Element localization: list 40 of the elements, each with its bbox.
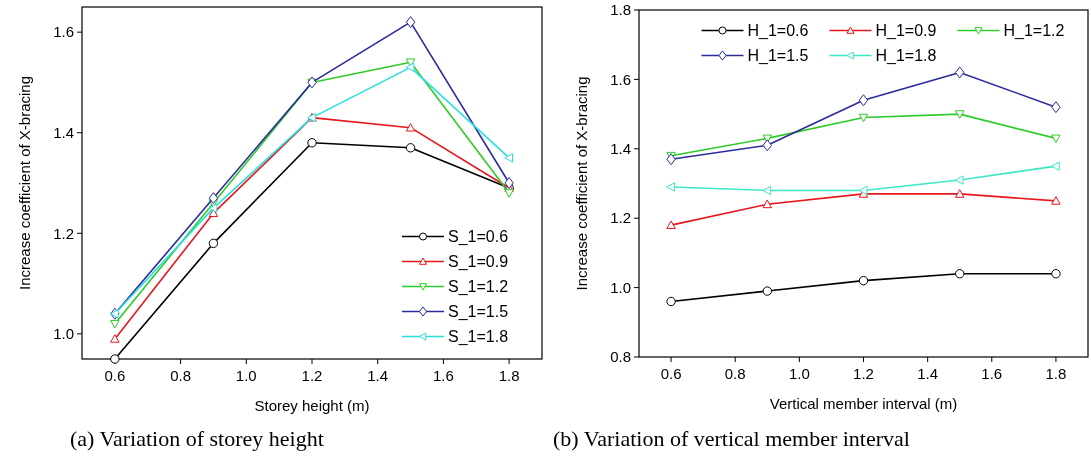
x-tick-label: 0.6 [660,365,682,382]
y-axis-title: Increase coefficient of X-bracing [16,75,33,291]
legend-label: H_1=1.5 [747,47,809,66]
x-axis-title: Storey height (m) [254,397,370,414]
legend-label: H_1=0.9 [875,22,937,41]
x-axis-title: Vertical member interval (m) [769,395,958,412]
legend-label: S_1=1.8 [448,328,509,347]
x-tick-label: 1.0 [788,365,810,382]
x-tick-label: 1.6 [981,365,1003,382]
legend-label: S_1=0.9 [448,253,509,272]
y-tick-label: 1.6 [610,70,631,88]
y-tick-label: 1.4 [610,140,631,158]
x-tick-label: 1.2 [853,365,874,382]
y-tick-label: 1.2 [610,209,631,227]
y-tick-label: 1.8 [610,1,631,19]
y-axis-title: Increase coefficient of X-bracing [573,76,590,291]
x-tick-label: 1.6 [433,367,454,384]
x-tick-label: 1.8 [1045,365,1067,382]
y-tick-label: 1.0 [53,325,74,343]
x-tick-label: 0.8 [724,365,746,382]
x-tick-label: 1.4 [917,365,939,382]
x-tick-label: 1.4 [367,367,389,384]
y-tick-label: 1.2 [53,224,74,242]
legend-label: H_1=0.6 [747,22,809,41]
x-tick-label: 1.0 [235,367,257,384]
y-tick-label: 0.8 [610,348,631,366]
legend-label: S_1=1.2 [448,278,509,297]
x-tick-label: 1.2 [301,367,323,384]
text: (a) Variation of storey height [70,426,324,451]
x-tick-label: 0.6 [104,367,126,384]
y-tick-label: 1.4 [53,123,74,141]
x-tick-label: 0.8 [170,367,191,384]
legend-label: H_1=1.2 [1003,22,1065,41]
legend-label: S_1=1.5 [448,303,509,322]
legend-label: S_1=0.6 [448,228,509,247]
x-tick-label: 1.8 [498,367,520,384]
legend-label: H_1=1.8 [875,47,937,66]
y-tick-label: 1.0 [610,278,631,296]
text: (b) Variation of vertical member interval [553,426,910,451]
y-tick-label: 1.6 [53,23,74,41]
